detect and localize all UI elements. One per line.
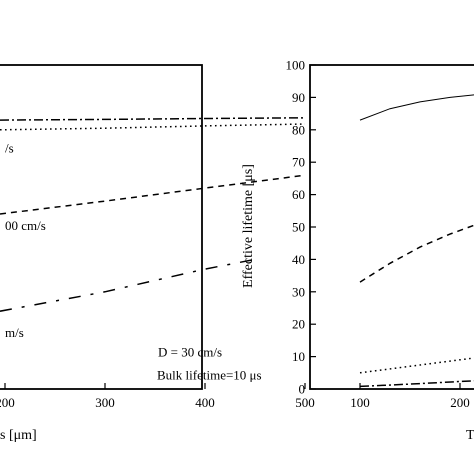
left-annotation: Bulk lifetime=10 μs [157,367,262,382]
right-series-group [359,94,474,388]
right-series-line-dashed [359,224,474,283]
right-series-line-solid [359,94,474,121]
right-y-tick-label: 30 [292,284,305,299]
right-y-tick-label: 40 [292,252,305,267]
left-plot-frame [0,64,203,390]
right-y-tick-label: 20 [292,317,305,332]
right-y-tick-label: 100 [286,58,306,73]
left-series-line-dashdot [0,117,306,121]
left-annotation: /s [5,140,14,155]
right-y-tick-label: 10 [292,349,305,364]
right-y-tick-label: 50 [292,220,305,235]
right-plot-frame [309,64,474,390]
left-x-tick-label: 500 [295,395,315,410]
right-y-axis-label: Effective lifetime [μs] [241,164,256,288]
left-annotation: D = 30 cm/s [158,345,222,360]
right-y-tick-label: 60 [292,187,305,202]
right-x-ticks: 100 200 [350,383,470,410]
left-x-ticks: 200 300 400 500 [0,383,315,410]
right-x-tick-label: 100 [350,395,370,410]
right-y-tick-label: 70 [292,155,305,170]
right-x-tick-label: 200 [450,395,470,410]
left-series-group [0,117,306,312]
left-annotations: /s 00 cm/s m/s D = 30 cm/s Bulk lifetime=10 … [5,140,262,382]
right-series-line-dashdot [359,380,474,388]
left-x-tick-label: 300 [95,395,115,410]
left-x-tick-label: 400 [195,395,215,410]
left-annotation: m/s [5,325,24,340]
left-x-tick-label: 200 [0,395,15,410]
left-series-line-dotted [0,123,306,131]
right-y-tick-label: 90 [292,90,305,105]
left-panel: 200300400500 /s00 cm/sm/sD = 30 cm/sBulk… [0,64,315,443]
right-series-line-dotted [359,357,474,374]
left-annotation: 00 cm/s [5,218,46,233]
left-series-line-dashed [0,174,306,215]
left-x-axis-label: s [μm] [0,428,37,443]
right-y-ticks: 0 10 20 30 40 50 60 70 80 90 100 [286,58,316,397]
right-y-tick-label: 80 [292,122,305,137]
right-x-axis-label: T [466,428,474,443]
left-series-line-longdashdot [0,258,256,312]
right-y-tick-label: 0 [299,382,306,397]
